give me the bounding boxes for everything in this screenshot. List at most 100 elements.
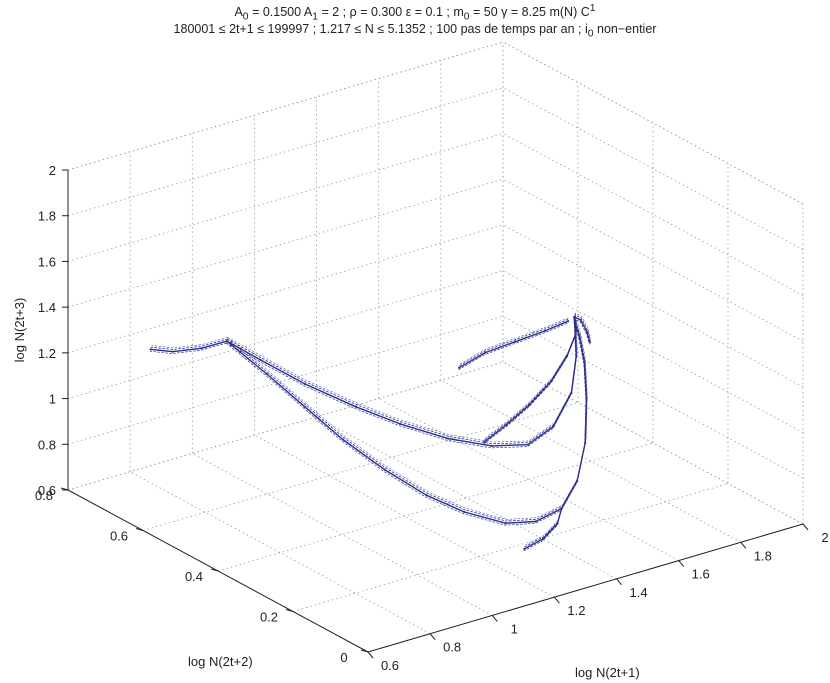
z-tick-label: 1.2 xyxy=(38,346,56,361)
backwall-gridline-z xyxy=(67,178,504,308)
trajectory-series-4-strand-2 xyxy=(483,318,576,445)
data-point xyxy=(303,382,306,385)
title-line-2-text: 180001 ≤ 2t+1 ≤ 199997 ; 1.217 ≤ N ≤ 5.1… xyxy=(173,22,657,40)
data-point xyxy=(225,340,228,343)
chart-title-line-1: A0 = 0.1500 A1 = 2 ; ρ = 0.300 ε = 0.1 ;… xyxy=(0,3,830,23)
sidewall-gridline-z xyxy=(502,87,804,251)
floor-gridline-x xyxy=(192,453,493,616)
z-tick-label: 1.6 xyxy=(38,254,56,269)
trajectory-series-4-strand-1 xyxy=(484,314,577,441)
data-point xyxy=(171,350,174,353)
trajectory-series-3-strand-0 xyxy=(149,340,228,353)
sidewall-gridline-z xyxy=(502,315,804,479)
data-point xyxy=(458,366,461,369)
grid-layer xyxy=(67,41,804,653)
floor-gridline-x xyxy=(440,379,742,543)
x-tick-label: 2 xyxy=(821,530,828,545)
x-tick-mark xyxy=(429,633,436,641)
trajectory-series-1-strand-3 xyxy=(525,504,563,546)
x-tick-label: 1.2 xyxy=(567,603,585,618)
trajectory-layer xyxy=(149,313,592,552)
data-point xyxy=(523,547,526,551)
title-line-1-text: A0 = 0.1500 A1 = 2 ; ρ = 0.300 ε = 0.1 ;… xyxy=(234,3,596,23)
data-point xyxy=(570,391,573,395)
data-point xyxy=(484,351,487,354)
x-tick-mark xyxy=(678,560,685,567)
data-point xyxy=(149,348,152,351)
trajectory-series-3-strand-3 xyxy=(151,337,229,349)
z-tick-label: 0.8 xyxy=(38,437,56,452)
y-tick-label: 0.6 xyxy=(110,529,128,544)
trajectory-series-0-strand-1 xyxy=(226,314,591,522)
data-point xyxy=(579,318,582,321)
backwall-gridline-z xyxy=(67,133,504,262)
x-tick-label: 1 xyxy=(511,621,518,636)
x-axis-label: log N(2t+1) xyxy=(575,665,640,680)
data-point xyxy=(583,361,586,364)
backwall-gridline-z xyxy=(67,224,504,354)
data-point xyxy=(575,354,578,357)
trajectory-series-0-strand-2 xyxy=(226,318,590,526)
data-point xyxy=(463,510,466,514)
sidewall-gridline-z xyxy=(502,224,804,388)
data-point xyxy=(383,468,386,471)
sidewall-gridline-z xyxy=(502,178,804,342)
data-point xyxy=(550,380,553,383)
z-tick-label: 2 xyxy=(49,163,56,178)
trajectory-series-1-strand-2 xyxy=(523,510,562,552)
data-point xyxy=(341,438,344,441)
data-point xyxy=(265,372,268,376)
floor-gridline-y xyxy=(292,483,729,612)
backwall-gridline-z xyxy=(67,270,504,399)
axis-layer xyxy=(60,169,809,659)
data-point xyxy=(526,443,529,446)
z-axis-label: log N(2t+3) xyxy=(12,298,27,363)
z-tick-label: 0.6 xyxy=(38,483,56,498)
data-point xyxy=(560,507,563,510)
floor-gridline-x xyxy=(378,398,679,561)
floor-gridline-x xyxy=(129,471,431,635)
trajectory-series-5-strand-0 xyxy=(458,320,569,369)
data-point xyxy=(483,440,486,443)
data-point xyxy=(584,441,587,444)
z-tick-label: 1 xyxy=(49,392,56,407)
y-tick-mark xyxy=(360,649,369,653)
data-point xyxy=(544,329,547,332)
x-tick-mark xyxy=(802,523,809,531)
data-point xyxy=(534,520,537,523)
y-tick-label: 0 xyxy=(340,650,347,665)
sidewall-gridline-z xyxy=(502,361,804,525)
frame-top-back xyxy=(67,41,504,171)
data-point xyxy=(527,404,531,407)
floor-gridline-y xyxy=(142,402,579,531)
trajectory-series-4-strand-3 xyxy=(484,313,577,439)
y-tick-mark xyxy=(285,609,294,612)
data-point xyxy=(504,522,507,525)
x-tick-label: 1.4 xyxy=(630,585,648,600)
data-point xyxy=(447,437,450,440)
z-tick-label: 1.8 xyxy=(38,209,56,224)
trajectory-series-1-strand-1 xyxy=(524,506,563,548)
chart-title-line-2: 180001 ≤ 2t+1 ≤ 199997 ; 1.217 ≤ N ≤ 5.1… xyxy=(0,22,830,40)
floor-gridline-x xyxy=(254,434,555,598)
y-tick-mark xyxy=(210,568,219,572)
x-tick-label: 0.8 xyxy=(443,640,461,655)
floor-gridline-x xyxy=(316,416,617,580)
tick-label-layer: 0.60.811.21.41.61.8200.20.40.60.80.60.81… xyxy=(35,163,829,673)
data-point xyxy=(567,320,570,323)
z-tick-label: 1.4 xyxy=(38,300,56,315)
x-tick-label: 0.6 xyxy=(381,658,399,673)
trajectory-series-2-strand-2 xyxy=(226,318,577,449)
y-tick-label: 0.2 xyxy=(260,610,278,625)
data-point xyxy=(573,315,576,319)
x-tick-mark xyxy=(491,615,498,622)
y-tick-label: 0.4 xyxy=(185,569,203,584)
trajectory-series-0-strand-0 xyxy=(226,316,591,524)
trajectory-series-5-strand-3 xyxy=(459,317,570,365)
x-tick-mark xyxy=(740,541,747,549)
backwall-gridline-z xyxy=(67,361,504,491)
backwall-gridline-z xyxy=(67,87,504,217)
x-axis-line xyxy=(367,523,804,653)
data-point xyxy=(585,397,588,400)
